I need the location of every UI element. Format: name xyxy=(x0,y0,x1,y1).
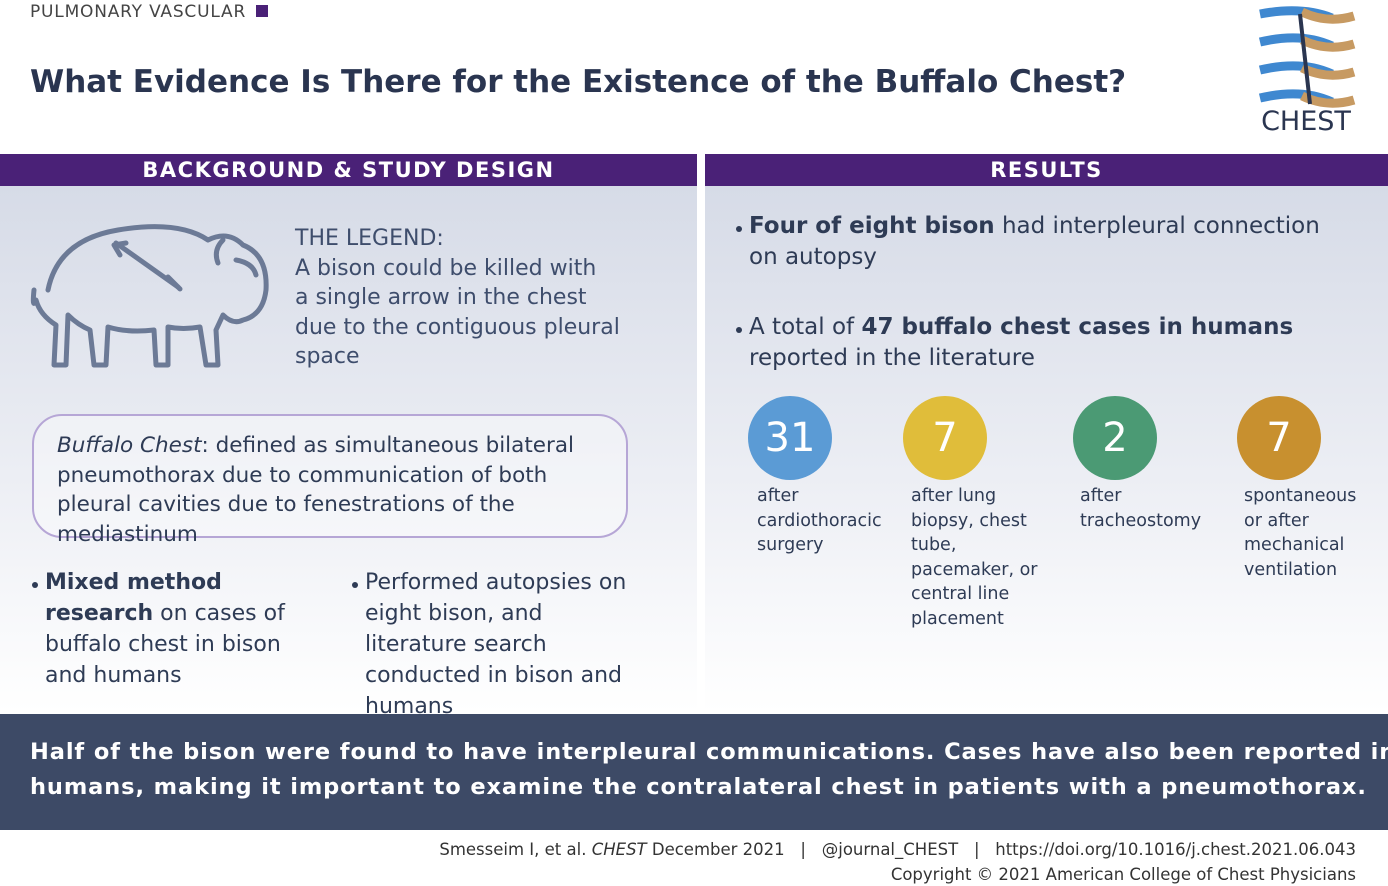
definition: Buffalo Chest: defined as simultaneous b… xyxy=(57,431,627,549)
separator: | xyxy=(800,840,806,859)
citation-handle: @journal_CHEST xyxy=(821,840,959,859)
bullet-text: Performed autopsies on eight bison, and … xyxy=(365,570,627,719)
logo-text: CHEST xyxy=(1261,106,1351,137)
section-heading: BACKGROUND & STUDY DESIGN xyxy=(0,154,697,186)
summary-line: humans, making it important to examine t… xyxy=(30,774,1367,800)
logo-mark xyxy=(1258,6,1356,108)
summary: Half of the bison were found to have int… xyxy=(30,735,1388,805)
definition-text: : defined as simultaneous bilateral pneu… xyxy=(57,433,574,547)
citation: Smesseim I, et al. CHEST December 2021 |… xyxy=(439,840,1356,859)
bullet-bold: Four of eight bison xyxy=(749,213,995,239)
bullet-text: A total of xyxy=(749,314,862,340)
category-label: PULMONARY VASCULAR xyxy=(30,2,269,22)
bison-icon xyxy=(30,224,269,368)
stat-circle: 31 xyxy=(748,396,832,480)
legend-line: a single arrow in the chest xyxy=(295,285,587,310)
bullet-text: had interpleural connection on autopsy xyxy=(749,213,1320,270)
stat-caption: after tracheostomy xyxy=(1080,486,1202,531)
citation-journal: CHEST xyxy=(591,840,647,859)
citation-doi: https://doi.org/10.1016/j.chest.2021.06.… xyxy=(995,840,1356,859)
logo: CHEST xyxy=(1258,6,1356,137)
separator: | xyxy=(973,840,980,859)
summary-line: Half of the bison were found to have int… xyxy=(30,739,1388,765)
bullet-dot xyxy=(736,226,742,232)
bullet: Performed autopsies on eight bison, and … xyxy=(352,567,650,722)
citation-authors: Smesseim I, et al. xyxy=(439,840,592,859)
category-text: PULMONARY VASCULAR xyxy=(30,2,247,22)
legend-title: THE LEGEND: xyxy=(295,226,444,251)
bullet: Four of eight bison had interpleural con… xyxy=(736,211,1339,273)
category-square xyxy=(256,5,269,17)
copyright: Copyright © 2021 American College of Che… xyxy=(890,865,1356,884)
left-panel xyxy=(0,186,697,712)
legend-line: space xyxy=(295,344,360,369)
definition-box xyxy=(32,414,628,538)
bullet-bold: Mixed method research xyxy=(45,570,222,626)
legend-line: due to the contiguous pleural xyxy=(295,314,620,340)
stat-circle: 7 xyxy=(903,396,987,480)
title: What Evidence Is There for the Existence… xyxy=(30,64,1127,100)
stat-circle: 2 xyxy=(1073,396,1157,480)
section-heading: RESULTS xyxy=(705,154,1388,186)
legend-lines: A bison could be killed with a single arr… xyxy=(295,254,620,372)
bullet-dot xyxy=(736,327,742,333)
summary-band xyxy=(0,714,1388,830)
bullet-bold: 47 buffalo chest cases in humans xyxy=(861,314,1294,340)
bullet-text: on cases of buffalo chest in bison and h… xyxy=(45,601,285,688)
bullet: Mixed method research on cases of buffal… xyxy=(32,567,325,691)
bullet-dot xyxy=(32,582,38,588)
stat-caption: after cardiothoracic surgery xyxy=(757,486,882,555)
citation-date: December 2021 xyxy=(646,840,785,859)
definition-term: Buffalo Chest xyxy=(57,433,202,458)
bullet: A total of 47 buffalo chest cases in hum… xyxy=(736,312,1349,374)
legend-block: THE LEGEND: A bison could be killed with… xyxy=(295,224,620,372)
legend-line: A bison could be killed with xyxy=(295,255,597,281)
bullet-text: reported in the literature xyxy=(749,345,1035,371)
bullet-dot xyxy=(352,582,358,588)
stat-caption: spontaneous or after mechanical ventilat… xyxy=(1244,486,1357,580)
stat-caption: after lung biopsy, chest tube, pacemaker… xyxy=(911,486,1038,629)
stat-circle: 7 xyxy=(1237,396,1321,480)
